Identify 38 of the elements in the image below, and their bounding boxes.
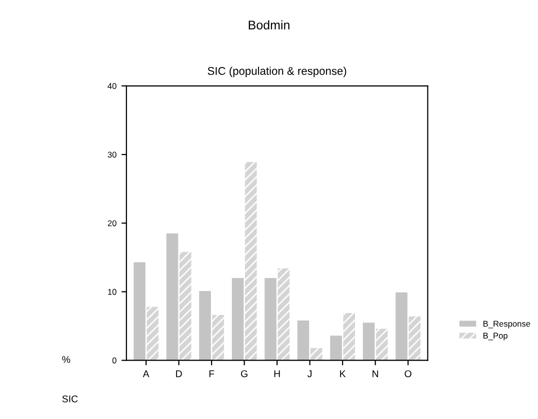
bar bbox=[146, 306, 159, 360]
chart-title: Bodmin bbox=[248, 20, 290, 30]
x-tick-label: D bbox=[176, 370, 182, 378]
x-tick-label: K bbox=[340, 370, 346, 378]
bar bbox=[310, 348, 322, 360]
x-tick-label: N bbox=[372, 370, 378, 378]
x-tick-label: F bbox=[209, 370, 214, 378]
y-tick-label: 0 bbox=[112, 358, 116, 364]
bar bbox=[376, 328, 388, 360]
bar bbox=[396, 292, 408, 360]
y-tick-label: 10 bbox=[108, 288, 116, 295]
bar bbox=[212, 315, 224, 360]
y-axis-title: % bbox=[62, 356, 70, 363]
bar bbox=[330, 336, 342, 360]
bar bbox=[179, 252, 192, 360]
y-tick-label: 30 bbox=[108, 152, 116, 158]
bar bbox=[343, 313, 356, 360]
legend-label: B_Response bbox=[483, 320, 530, 328]
y-tick-label: 20 bbox=[108, 220, 116, 226]
bar bbox=[134, 262, 146, 360]
x-tick-label: A bbox=[142, 370, 150, 378]
x-tick-label: G bbox=[241, 370, 248, 378]
bar bbox=[244, 162, 257, 360]
x-tick-label: H bbox=[274, 370, 280, 378]
bar bbox=[297, 320, 310, 360]
bar bbox=[362, 322, 375, 360]
bar bbox=[166, 233, 178, 360]
x-axis-title: SIC bbox=[62, 395, 78, 402]
x-tick-label: J bbox=[308, 370, 312, 378]
bar bbox=[264, 278, 276, 360]
bar bbox=[408, 316, 421, 360]
y-tick-label: 40 bbox=[108, 83, 116, 89]
chart-subtitle: SIC (population & response) bbox=[208, 66, 346, 78]
bar bbox=[232, 278, 244, 360]
legend-label: B_Pop bbox=[483, 332, 508, 340]
x-tick-label: O bbox=[404, 370, 412, 378]
bar bbox=[199, 291, 211, 360]
bar bbox=[278, 268, 290, 360]
